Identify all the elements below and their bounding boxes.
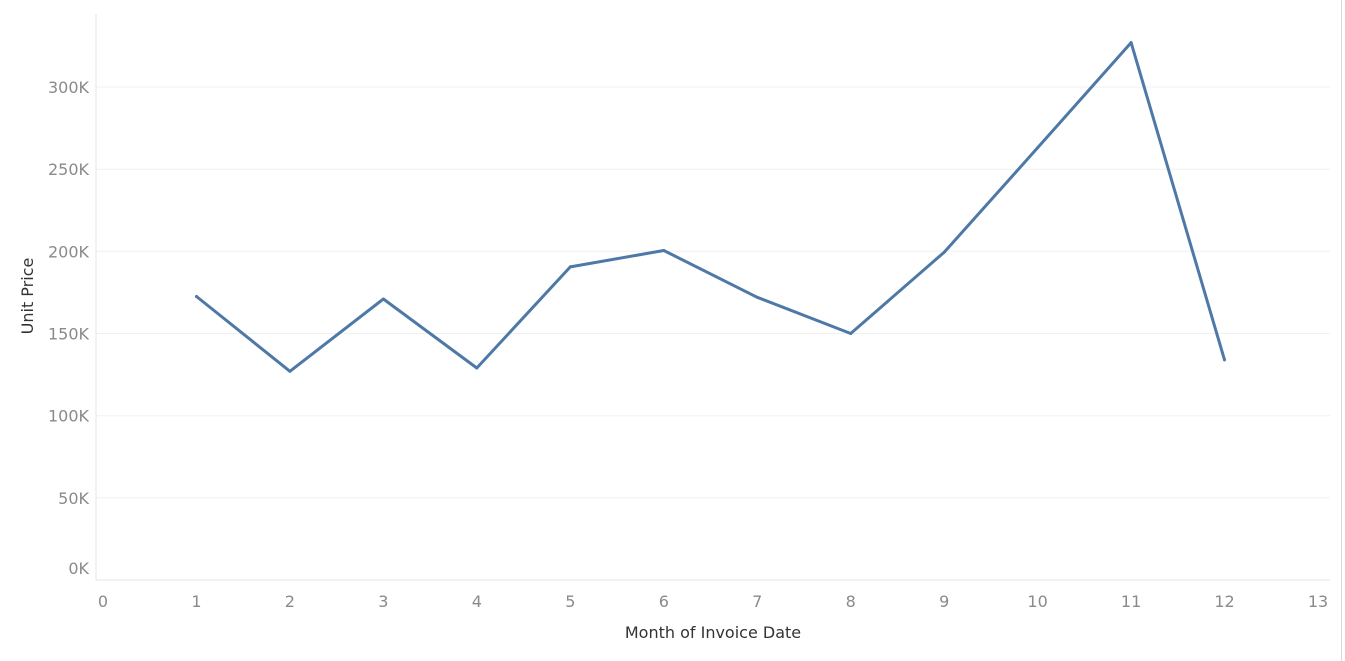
gridlines (96, 86, 1330, 499)
x-tick-label: 11 (1121, 592, 1141, 611)
data-point (475, 366, 479, 370)
data-point (942, 250, 946, 254)
x-tick-label: 12 (1214, 592, 1234, 611)
data-point (381, 297, 385, 301)
x-tick-label: 1 (191, 592, 201, 611)
x-tick-label: 4 (472, 592, 482, 611)
data-point (1223, 358, 1226, 362)
x-tick-label: 13 (1308, 592, 1328, 611)
data-point (849, 332, 853, 335)
y-tick-label: 250K (48, 160, 90, 179)
x-tick-label: 7 (752, 592, 762, 611)
data-point (195, 295, 198, 298)
y-tick-label: 50K (58, 489, 89, 508)
data-point (288, 369, 292, 373)
data-point (755, 295, 759, 299)
y-axis-tick-labels: 0K 50K 100K 150K 200K 250K 300K (48, 78, 90, 578)
y-tick-label: 150K (48, 325, 90, 344)
x-tick-label: 5 (565, 592, 575, 611)
data-point (568, 265, 572, 269)
y-tick-label: 0K (68, 559, 89, 578)
x-axis-tick-labels: 0 1 2 3 4 5 6 7 8 9 10 11 12 13 (98, 592, 1328, 611)
axes (95, 0, 1342, 661)
series-line-0 (195, 41, 1226, 373)
x-axis-title: Month of Invoice Date (625, 623, 801, 642)
y-tick-label: 100K (48, 407, 90, 426)
x-tick-label: 8 (846, 592, 856, 611)
data-point (1129, 41, 1133, 45)
data-point (662, 249, 666, 252)
x-tick-label: 9 (939, 592, 949, 611)
x-tick-label: 2 (285, 592, 295, 611)
y-axis-title: Unit Price (18, 258, 37, 335)
y-tick-label: 300K (48, 78, 90, 97)
series-layer (195, 41, 1226, 373)
y-tick-label: 200K (48, 242, 90, 261)
x-tick-label: 3 (378, 592, 388, 611)
x-tick-label: 10 (1027, 592, 1047, 611)
data-point (1036, 146, 1040, 150)
x-tick-label: 0 (98, 592, 108, 611)
x-tick-label: 6 (659, 592, 669, 611)
